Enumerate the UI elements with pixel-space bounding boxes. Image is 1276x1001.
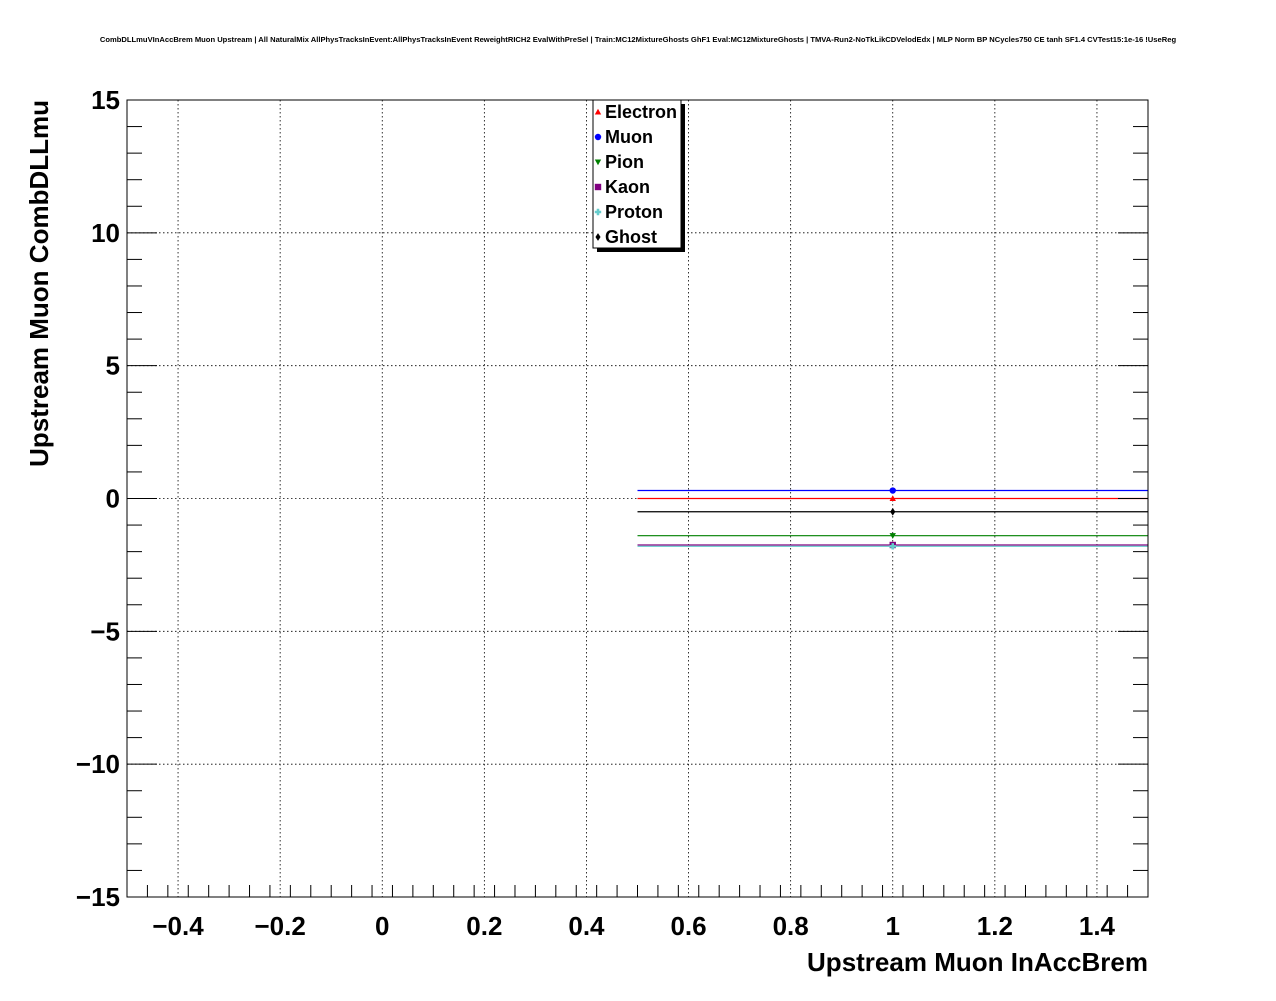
y-tick-label: −15 bbox=[76, 882, 120, 912]
x-tick-label: 0.2 bbox=[466, 911, 502, 941]
legend-marker bbox=[595, 233, 601, 241]
series-muon bbox=[637, 487, 1148, 494]
legend-label: Kaon bbox=[605, 177, 650, 197]
legend-label: Proton bbox=[605, 202, 663, 222]
legend-entries: Electron Muon Pion Kaon Proton Ghost bbox=[594, 102, 677, 247]
x-tick-label: 0.6 bbox=[670, 911, 706, 941]
x-tick-label: 0 bbox=[375, 911, 389, 941]
y-tick-label: 15 bbox=[91, 85, 120, 115]
data-point bbox=[890, 507, 896, 516]
series-layer bbox=[637, 487, 1148, 550]
chart-title: CombDLLmuVInAccBrem Muon Upstream | All … bbox=[100, 35, 1177, 44]
legend-marker bbox=[594, 133, 602, 141]
x-tick-label: 0.8 bbox=[773, 911, 809, 941]
x-tick-label: −0.2 bbox=[254, 911, 305, 941]
legend-marker bbox=[594, 183, 602, 191]
legend-label: Electron bbox=[605, 102, 677, 122]
series-pion bbox=[637, 533, 1148, 539]
legend-marker bbox=[594, 208, 602, 216]
data-point bbox=[889, 543, 896, 550]
data-point bbox=[889, 487, 896, 494]
y-tick-label: 5 bbox=[106, 351, 120, 381]
y-tick-label: −10 bbox=[76, 749, 120, 779]
y-axis-label: Upstream Muon CombDLLmu bbox=[24, 100, 54, 467]
series-ghost bbox=[637, 507, 1148, 516]
legend: Electron Muon Pion Kaon Proton Ghost bbox=[592, 99, 685, 252]
legend-label: Muon bbox=[605, 127, 653, 147]
x-axis-label: Upstream Muon InAccBrem bbox=[807, 947, 1148, 977]
axes: −0.4 −0.2 0 0.2 0.4 0.6 0.8 1 1.2 1.4 −15 −10 −5 0 5 10… bbox=[76, 85, 1149, 941]
legend-marker bbox=[594, 108, 602, 115]
y-tick-label: 0 bbox=[106, 484, 120, 514]
legend-box bbox=[592, 99, 682, 249]
x-tick-label: 0.4 bbox=[568, 911, 605, 941]
legend-label: Ghost bbox=[605, 227, 657, 247]
data-point bbox=[889, 495, 896, 502]
series-proton bbox=[637, 543, 1148, 550]
x-tick-label: −0.4 bbox=[152, 911, 204, 941]
y-tick-label: 10 bbox=[91, 218, 120, 248]
x-tick-label: 1 bbox=[886, 911, 900, 941]
y-tick-label: −5 bbox=[90, 616, 120, 646]
legend-label: Pion bbox=[605, 152, 644, 172]
data-point bbox=[889, 533, 896, 539]
x-tick-label: 1.4 bbox=[1079, 911, 1116, 941]
x-tick-label: 1.2 bbox=[977, 911, 1013, 941]
grid-lines bbox=[127, 99, 1148, 898]
legend-marker bbox=[594, 159, 602, 166]
series-electron bbox=[637, 495, 1148, 502]
